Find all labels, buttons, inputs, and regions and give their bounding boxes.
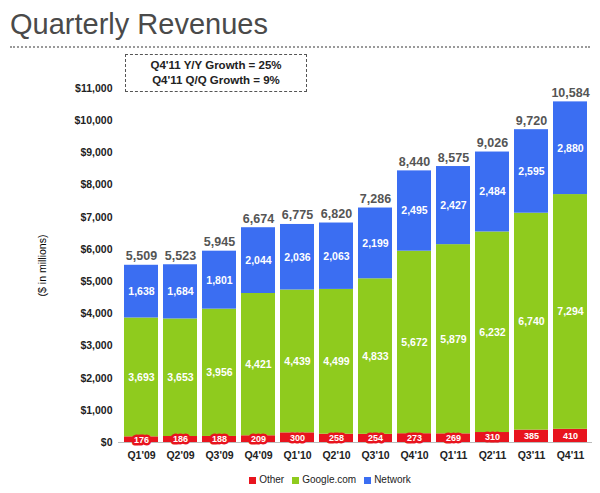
svg-text:$2,000: $2,000 bbox=[80, 371, 112, 383]
html-text:Network: Network bbox=[374, 474, 411, 485]
svg-text:Q3'10: Q3'10 bbox=[361, 449, 389, 461]
svg-text:10,584: 10,584 bbox=[551, 86, 589, 100]
svg-text:2,044: 2,044 bbox=[245, 254, 271, 266]
svg-text:5,523: 5,523 bbox=[165, 249, 196, 263]
svg-text:5,672: 5,672 bbox=[401, 336, 427, 348]
html-text:Q4'11 Y/Y Growth = 25%: Q4'11 Y/Y Growth = 25% bbox=[150, 59, 282, 71]
svg-text:2,036: 2,036 bbox=[284, 251, 310, 263]
html-text:Google.com: Google.com bbox=[302, 474, 357, 485]
svg-text:273: 273 bbox=[407, 433, 422, 443]
svg-text:186: 186 bbox=[173, 434, 188, 444]
svg-text:Q4'10: Q4'10 bbox=[400, 449, 428, 461]
svg-text:($ in millions): ($ in millions) bbox=[36, 235, 48, 297]
svg-text:$6,000: $6,000 bbox=[80, 243, 112, 255]
svg-text:2,595: 2,595 bbox=[518, 165, 544, 177]
svg-text:Q4'09: Q4'09 bbox=[244, 449, 272, 461]
svg-text:$9,000: $9,000 bbox=[80, 146, 112, 158]
svg-text:9,720: 9,720 bbox=[516, 114, 547, 128]
svg-text:8,575: 8,575 bbox=[438, 151, 469, 165]
svg-text:254: 254 bbox=[368, 433, 383, 443]
svg-text:300: 300 bbox=[290, 433, 305, 443]
svg-text:6,820: 6,820 bbox=[321, 207, 352, 221]
svg-text:$7,000: $7,000 bbox=[80, 211, 112, 223]
svg-text:Q1'10: Q1'10 bbox=[283, 449, 311, 461]
svg-text:4,499: 4,499 bbox=[323, 355, 349, 367]
html-text:Q4'11 Q/Q Growth = 9%: Q4'11 Q/Q Growth = 9% bbox=[152, 74, 280, 86]
svg-text:410: 410 bbox=[563, 431, 578, 441]
svg-text:4,439: 4,439 bbox=[284, 355, 310, 367]
svg-text:8,440: 8,440 bbox=[399, 155, 430, 169]
svg-text:2,880: 2,880 bbox=[557, 142, 583, 154]
svg-text:$11,000: $11,000 bbox=[75, 82, 113, 94]
svg-text:5,879: 5,879 bbox=[440, 333, 466, 345]
svg-text:269: 269 bbox=[446, 433, 461, 443]
svg-text:Q1'11: Q1'11 bbox=[440, 449, 468, 461]
svg-text:310: 310 bbox=[485, 432, 500, 442]
svg-text:6,674: 6,674 bbox=[243, 212, 274, 226]
svg-text:385: 385 bbox=[524, 431, 539, 441]
svg-text:Q2'10: Q2'10 bbox=[322, 449, 350, 461]
svg-text:7,286: 7,286 bbox=[360, 192, 391, 206]
svg-text:3,693: 3,693 bbox=[128, 371, 154, 383]
svg-text:2,495: 2,495 bbox=[401, 204, 427, 216]
svg-text:Q3'09: Q3'09 bbox=[205, 449, 233, 461]
svg-text:$8,000: $8,000 bbox=[80, 178, 112, 190]
svg-text:1,801: 1,801 bbox=[206, 274, 232, 286]
svg-text:$10,000: $10,000 bbox=[75, 114, 113, 126]
svg-text:5,945: 5,945 bbox=[204, 235, 235, 249]
svg-text:Q3'11: Q3'11 bbox=[518, 449, 546, 461]
svg-text:6,232: 6,232 bbox=[479, 326, 505, 338]
html-text:Quarterly Revenues: Quarterly Revenues bbox=[10, 8, 268, 40]
svg-text:5,509: 5,509 bbox=[126, 249, 157, 263]
svg-text:3,956: 3,956 bbox=[206, 366, 232, 378]
svg-text:Q2'09: Q2'09 bbox=[166, 449, 194, 461]
svg-text:6,740: 6,740 bbox=[518, 315, 544, 327]
svg-text:6,775: 6,775 bbox=[282, 208, 313, 222]
svg-text:2,427: 2,427 bbox=[440, 199, 466, 211]
svg-text:3,653: 3,653 bbox=[167, 371, 193, 383]
html-text:Other: Other bbox=[259, 474, 285, 485]
svg-text:2,484: 2,484 bbox=[479, 185, 505, 197]
svg-text:$3,000: $3,000 bbox=[80, 339, 112, 351]
svg-text:$1,000: $1,000 bbox=[80, 404, 112, 416]
svg-text:Q1'09: Q1'09 bbox=[127, 449, 155, 461]
svg-text:258: 258 bbox=[329, 433, 344, 443]
svg-text:188: 188 bbox=[212, 434, 227, 444]
svg-text:1,638: 1,638 bbox=[128, 285, 154, 297]
svg-text:209: 209 bbox=[251, 434, 266, 444]
svg-text:2,199: 2,199 bbox=[362, 237, 388, 249]
svg-text:9,026: 9,026 bbox=[477, 136, 508, 150]
svg-text:$4,000: $4,000 bbox=[80, 307, 112, 319]
svg-text:$0: $0 bbox=[101, 436, 113, 448]
svg-text:4,833: 4,833 bbox=[362, 350, 388, 362]
svg-text:Q2'11: Q2'11 bbox=[479, 449, 507, 461]
svg-text:Q4'11: Q4'11 bbox=[557, 449, 585, 461]
svg-text:2,063: 2,063 bbox=[323, 250, 349, 262]
svg-text:7,294: 7,294 bbox=[557, 305, 583, 317]
svg-text:1,684: 1,684 bbox=[167, 285, 193, 297]
svg-text:$5,000: $5,000 bbox=[80, 275, 112, 287]
svg-text:4,421: 4,421 bbox=[245, 358, 271, 370]
svg-text:176: 176 bbox=[134, 435, 149, 445]
